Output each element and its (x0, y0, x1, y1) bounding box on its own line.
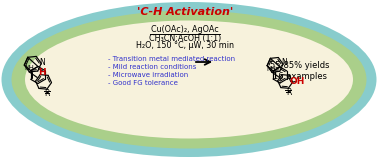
Text: R: R (287, 88, 292, 97)
Text: NH: NH (267, 66, 277, 72)
Ellipse shape (25, 21, 353, 138)
Text: H: H (38, 68, 46, 77)
Text: R: R (44, 89, 50, 98)
Text: CH₃CN:AcOH (1:1): CH₃CN:AcOH (1:1) (149, 34, 221, 42)
Ellipse shape (2, 2, 376, 157)
Text: N: N (281, 59, 287, 67)
Text: Cu(OAc)₂, AgOAc: Cu(OAc)₂, AgOAc (151, 24, 219, 34)
Ellipse shape (11, 10, 367, 149)
Text: - Good FG tolerance: - Good FG tolerance (108, 80, 178, 86)
Text: - Mild reaction conditions: - Mild reaction conditions (108, 64, 197, 70)
Text: OH: OH (290, 77, 305, 86)
Text: N: N (39, 58, 45, 67)
Text: - Transition metal mediated reaction: - Transition metal mediated reaction (108, 56, 235, 62)
Text: NH: NH (24, 65, 34, 71)
Text: - Microwave irradiation: - Microwave irradiation (108, 72, 188, 78)
Text: 'C-H Activation': 'C-H Activation' (137, 7, 233, 17)
Text: H₂O, 150 °C, μW, 30 min: H₂O, 150 °C, μW, 30 min (136, 41, 234, 51)
Text: 55-85% yields
16 examples: 55-85% yields 16 examples (270, 61, 330, 81)
